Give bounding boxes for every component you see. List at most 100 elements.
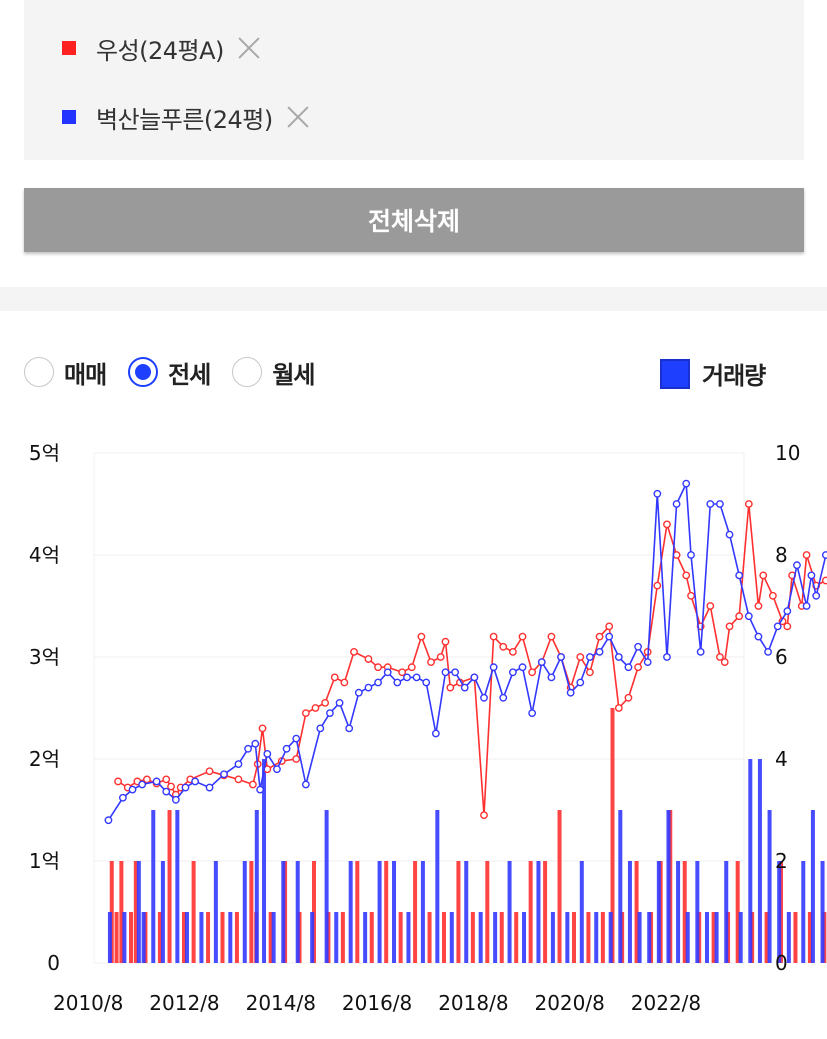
volume-bar xyxy=(735,861,740,963)
volume-bar xyxy=(637,912,642,963)
price-point xyxy=(234,760,243,768)
price-point xyxy=(682,571,691,580)
volume-bar xyxy=(363,912,368,963)
price-point xyxy=(547,673,556,682)
price-point xyxy=(672,551,681,559)
volume-bar xyxy=(647,912,652,963)
price-point xyxy=(263,749,272,758)
price-point xyxy=(470,673,479,682)
price-point xyxy=(783,607,792,616)
price-point xyxy=(340,678,349,687)
radio-unchecked-icon[interactable] xyxy=(232,357,263,387)
price-point xyxy=(244,744,252,753)
volume-bar xyxy=(507,861,512,963)
price-lines xyxy=(104,479,827,825)
price-point xyxy=(354,688,363,697)
volume-bar xyxy=(627,861,632,963)
price-point xyxy=(374,663,382,672)
close-icon[interactable] xyxy=(234,33,264,63)
volume-bar xyxy=(129,912,134,963)
price-point xyxy=(802,551,811,559)
price-point xyxy=(412,673,421,682)
price-point xyxy=(528,668,537,677)
price-point xyxy=(614,704,623,712)
price-point xyxy=(754,632,763,641)
volume-bar xyxy=(271,912,276,963)
price-point xyxy=(311,704,320,712)
volume-bar xyxy=(213,861,218,963)
x-tick: 2020/8 xyxy=(534,991,604,1015)
price-point xyxy=(345,724,354,733)
price-point xyxy=(499,642,508,651)
volume-bar xyxy=(355,861,360,963)
y-tick-right: 10 xyxy=(775,441,800,465)
volume-bar xyxy=(571,912,576,963)
price-point xyxy=(460,683,469,692)
price-point xyxy=(624,693,633,702)
price-point xyxy=(576,678,585,687)
price-point xyxy=(663,653,671,661)
volume-bar xyxy=(242,861,247,963)
price-point xyxy=(672,500,681,508)
checkbox-checked-icon[interactable] xyxy=(660,358,690,389)
volume-bar xyxy=(340,912,345,963)
price-point xyxy=(812,591,821,600)
price-point xyxy=(744,500,753,508)
y-tick-right: 6 xyxy=(775,645,788,669)
price-point xyxy=(557,653,565,661)
y-tick-left: 4억 xyxy=(29,543,60,567)
price-point xyxy=(451,668,460,677)
delete-all-button[interactable]: 전체삭제 xyxy=(24,188,804,252)
tab-label: 전세 xyxy=(168,360,211,389)
volume-bar xyxy=(810,810,815,963)
volume-toggle[interactable]: 거래량 xyxy=(660,356,766,391)
price-point xyxy=(537,658,546,667)
price-point xyxy=(614,653,623,661)
price-point xyxy=(167,782,175,791)
volume-bar xyxy=(618,810,623,963)
price-point xyxy=(768,591,777,600)
volume-bar xyxy=(133,861,138,963)
volume-bar xyxy=(184,912,189,963)
price-point xyxy=(330,673,339,682)
volume-bar xyxy=(528,861,533,963)
price-point xyxy=(735,571,744,580)
price-point xyxy=(793,561,801,570)
price-point xyxy=(706,602,715,610)
tab-jeonse[interactable]: 전세 xyxy=(128,355,211,390)
price-point xyxy=(181,783,190,792)
radio-unchecked-icon[interactable] xyxy=(24,357,54,387)
radio-checked-icon[interactable] xyxy=(128,357,159,387)
tab-monthly-rent[interactable]: 월세 xyxy=(232,355,316,390)
volume-bar xyxy=(181,912,186,963)
x-tick: 2016/8 xyxy=(342,991,412,1015)
volume-bar xyxy=(191,861,196,963)
volume-bar xyxy=(748,759,753,963)
price-point xyxy=(364,683,373,692)
volume-bar xyxy=(427,912,432,963)
price-point xyxy=(251,739,260,748)
volume-bar xyxy=(793,912,798,963)
volume-bar xyxy=(807,912,812,963)
volume-bar xyxy=(493,912,498,963)
y-tick-right: 2 xyxy=(775,849,788,873)
price-point xyxy=(499,693,508,702)
y-tick-left: 1억 xyxy=(29,849,60,873)
price-point xyxy=(436,653,445,661)
x-tick: 2022/8 xyxy=(631,991,701,1015)
price-point xyxy=(508,668,517,677)
y-tick-right: 8 xyxy=(775,543,788,567)
plot-area xyxy=(93,452,745,964)
close-icon[interactable] xyxy=(283,102,313,132)
price-point xyxy=(687,551,695,559)
y-tick-left: 5억 xyxy=(29,441,60,465)
price-point xyxy=(138,780,147,789)
price-point xyxy=(205,767,214,776)
price-point xyxy=(759,571,768,580)
price-point xyxy=(403,673,411,682)
x-tick: 2012/8 xyxy=(149,991,219,1015)
volume-bar xyxy=(685,912,690,963)
volume-bar xyxy=(456,861,461,963)
tab-sale[interactable]: 매매 xyxy=(24,355,107,390)
compare-item-label: 벽산늘푸른(24평) xyxy=(96,105,273,134)
